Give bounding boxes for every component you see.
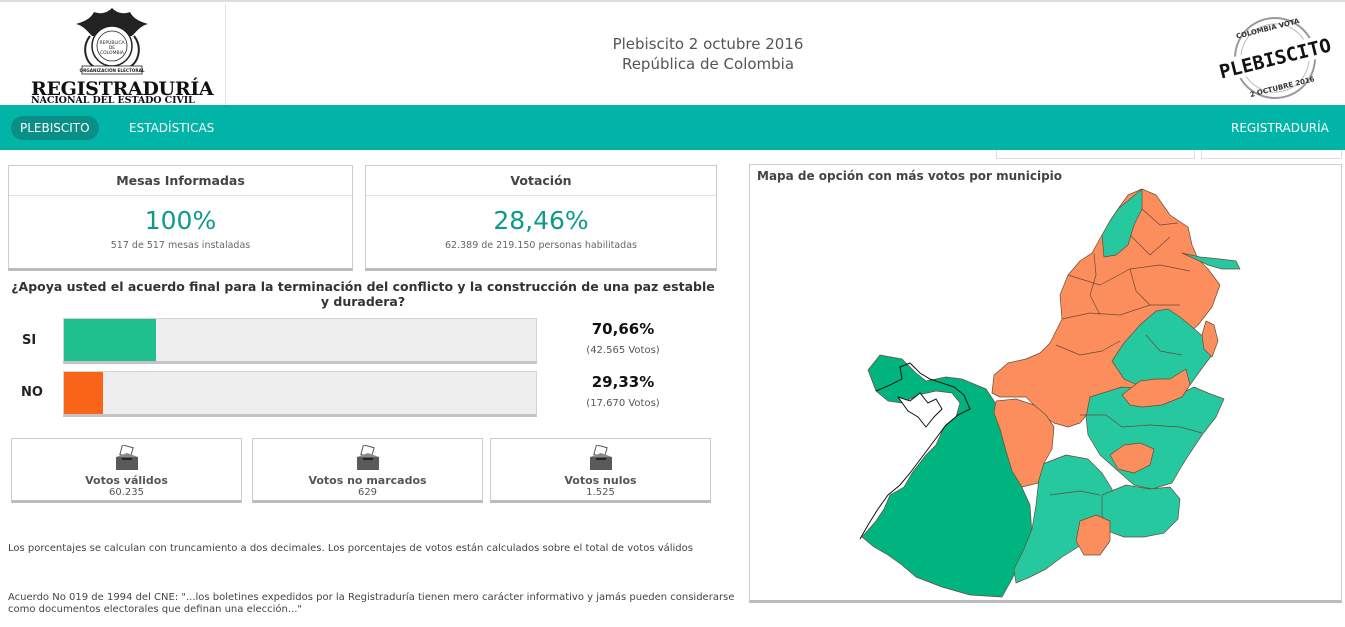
votacion-box: Votación 28,46% 62.389 de 219.150 person… (365, 165, 717, 271)
option-no-percent: 29,33% (591, 373, 655, 391)
map-region[interactable] (1013, 454, 1117, 584)
map-panel: Mapa de opción con más votos por municip… (749, 164, 1342, 603)
plebiscito-stamp-logo: COLOMBIA VOTA PLEBISCITO 2 OCTUBRE 2016 (1207, 17, 1343, 99)
note-acuerdo: Acuerdo No 019 de 1994 del CNE: "...los … (8, 592, 735, 615)
nav-estadisticas[interactable]: ESTADÍSTICAS (129, 121, 215, 135)
main-nav: PLEBISCITO ESTADÍSTICAS REGISTRADURÍA (0, 105, 1345, 150)
note-porcentajes: Los porcentajes se calculan con truncami… (8, 543, 693, 554)
svg-text:REPÚBLICA: REPÚBLICA (99, 39, 125, 46)
card-label: Votos nulos (564, 474, 637, 487)
map-region[interactable] (1121, 368, 1191, 408)
registraduria-logo[interactable]: REPÚBLICA DE COLOMBIA ORGANIZACIÓN ELECT… (0, 4, 226, 107)
dropdown-tab-1[interactable] (996, 150, 1195, 159)
card-votos-validos: Votos válidos 60.235 (11, 438, 242, 503)
mesas-percent: 100% (144, 206, 217, 235)
option-no-bar-fill (64, 372, 103, 414)
page-title: Plebiscito 2 octubre 2016 República de C… (560, 34, 856, 74)
card-votos-nulos: Votos nulos 1.525 (490, 438, 711, 503)
option-si-bar (63, 318, 537, 364)
plebiscite-question: ¿Apoya usted el acuerdo final para la te… (11, 279, 715, 309)
card-label: Votos no marcados (308, 474, 427, 487)
page-title-line1: Plebiscito 2 octubre 2016 (612, 35, 804, 53)
svg-text:ORGANIZACIÓN ELECTORAL: ORGANIZACIÓN ELECTORAL (80, 68, 145, 73)
mesas-title: Mesas Informadas (9, 166, 352, 196)
ballot-box-icon (115, 445, 138, 470)
map-region[interactable] (1101, 484, 1181, 538)
map-region[interactable] (1075, 514, 1111, 556)
mesas-detail: 517 de 517 mesas instaladas (110, 240, 251, 251)
option-si-label: SI (22, 333, 37, 348)
map-region[interactable] (993, 398, 1055, 488)
logo-subtitle: NACIONAL DEL ESTADO CIVIL (31, 95, 195, 106)
ballot-box-icon (356, 445, 379, 470)
votacion-percent: 28,46% (493, 206, 589, 235)
dropdown-tab-2[interactable] (1201, 150, 1342, 159)
option-no-bar (63, 371, 537, 417)
option-si-bar-fill (64, 319, 157, 361)
map-region[interactable] (861, 354, 1033, 598)
header: REPÚBLICA DE COLOMBIA ORGANIZACIÓN ELECT… (0, 0, 1345, 107)
municipality-map (859, 188, 1241, 598)
votacion-detail: 62.389 de 219.150 personas habilitadas (445, 240, 637, 251)
option-si-votes: (42.565 Votos) (586, 345, 660, 356)
map-region[interactable] (1201, 320, 1219, 358)
logo-title: REGISTRADURÍA (31, 78, 214, 100)
card-value: 629 (357, 487, 378, 498)
option-no-label: NO (21, 385, 43, 400)
coat-of-arms-seal-icon: REPÚBLICA DE COLOMBIA ORGANIZACIÓN ELECT… (76, 8, 148, 75)
option-si-percent: 70,66% (591, 320, 655, 338)
card-label: Votos válidos (85, 474, 168, 487)
votacion-title: Votación (366, 166, 716, 196)
page-title-line2: República de Colombia (621, 55, 795, 73)
map-region[interactable] (1109, 442, 1155, 474)
nav-plebiscito[interactable]: PLEBISCITO (11, 116, 99, 140)
svg-text:COLOMBIA: COLOMBIA (100, 50, 125, 56)
option-no-votes: (17.670 Votos) (586, 398, 660, 409)
map-region[interactable] (1101, 188, 1143, 258)
ballot-box-icon (589, 445, 612, 470)
card-value: 60.235 (109, 487, 144, 498)
nav-registraduria[interactable]: REGISTRADURÍA (1231, 121, 1329, 135)
card-votos-no-marcados: Votos no marcados 629 (252, 438, 483, 503)
svg-text:DE: DE (109, 45, 115, 51)
map-region[interactable] (1181, 252, 1241, 270)
card-value: 1.525 (586, 487, 615, 498)
map-title: Mapa de opción con más votos por municip… (757, 169, 1063, 183)
mesas-informadas-box: Mesas Informadas 100% 517 de 517 mesas i… (8, 165, 353, 271)
